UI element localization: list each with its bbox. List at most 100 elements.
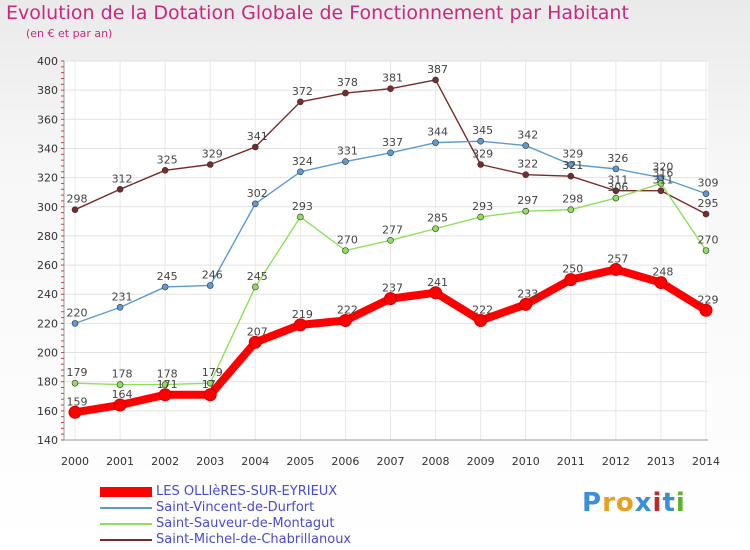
data-label: 309 xyxy=(698,177,719,190)
data-label: 344 xyxy=(427,126,448,139)
data-label: 257 xyxy=(607,252,628,265)
data-point xyxy=(342,247,349,254)
data-label: 231 xyxy=(112,290,133,303)
data-point xyxy=(251,283,259,291)
data-point xyxy=(567,172,575,180)
data-point xyxy=(338,313,352,327)
data-label: 324 xyxy=(292,155,313,168)
data-label: 233 xyxy=(517,287,538,300)
legend-swatch xyxy=(100,539,152,541)
data-label: 295 xyxy=(698,197,719,210)
data-point xyxy=(161,167,169,174)
data-point xyxy=(387,236,394,244)
x-tick-label: 2001 xyxy=(106,455,134,468)
data-point xyxy=(71,379,79,387)
data-point xyxy=(609,262,623,276)
data-label: 381 xyxy=(382,72,403,85)
x-tick-label: 2013 xyxy=(647,455,675,468)
data-label: 329 xyxy=(202,147,223,160)
data-point xyxy=(206,379,214,387)
data-label: 246 xyxy=(202,268,223,281)
data-label: 331 xyxy=(337,145,358,158)
y-tick-label: 400 xyxy=(37,55,58,68)
data-point xyxy=(297,168,304,176)
data-point xyxy=(477,161,484,168)
data-point xyxy=(161,381,169,388)
data-point xyxy=(297,213,304,221)
data-label: 171 xyxy=(202,378,223,391)
data-point xyxy=(116,304,124,311)
y-tick-label: 220 xyxy=(37,317,58,330)
data-point xyxy=(116,381,124,388)
data-point xyxy=(612,165,620,173)
y-tick-label: 140 xyxy=(37,434,58,447)
data-point xyxy=(567,161,575,168)
data-label: 322 xyxy=(517,158,538,171)
data-point xyxy=(116,185,124,193)
y-tick-label: 320 xyxy=(37,172,58,185)
x-tick-label: 2012 xyxy=(602,455,630,468)
data-point xyxy=(522,171,530,178)
data-label: 222 xyxy=(472,303,493,316)
data-point xyxy=(657,180,665,187)
legend-item: Saint-Vincent-de-Durfort xyxy=(100,500,500,516)
chart-subtitle: (en € et par an) xyxy=(26,27,113,40)
legend-label: LES OLLIèRES-SUR-EYRIEUX xyxy=(156,484,338,499)
data-point xyxy=(387,149,394,157)
data-label: 220 xyxy=(67,306,88,319)
proxiti-logo: Proxiti xyxy=(582,488,686,518)
data-point xyxy=(567,206,575,213)
data-label: 311 xyxy=(652,174,673,187)
data-label: 293 xyxy=(292,200,313,213)
data-point xyxy=(342,158,349,165)
data-label: 306 xyxy=(607,181,628,194)
data-point xyxy=(297,98,304,106)
legend-item: Saint-Sauveur-de-Montagut xyxy=(100,516,500,532)
data-point xyxy=(702,247,710,254)
y-tick-label: 260 xyxy=(37,259,58,272)
data-point xyxy=(522,142,530,149)
data-label: 316 xyxy=(652,166,673,179)
data-label: 337 xyxy=(382,136,403,149)
y-tick-label: 160 xyxy=(37,405,58,418)
data-label: 320 xyxy=(652,161,673,174)
legend-label: Saint-Vincent-de-Durfort xyxy=(156,500,315,515)
data-point xyxy=(161,283,169,291)
data-point xyxy=(702,190,710,197)
y-tick-label: 240 xyxy=(37,288,58,301)
x-tick-label: 2005 xyxy=(286,455,314,468)
data-point xyxy=(474,313,488,327)
data-label: 329 xyxy=(472,147,493,160)
data-label: 248 xyxy=(652,266,673,279)
data-point xyxy=(612,187,620,195)
data-label: 321 xyxy=(562,159,583,172)
legend-label: Saint-Michel-de-Chabrillanoux xyxy=(156,532,352,547)
legend-swatch xyxy=(100,523,152,525)
data-label: 341 xyxy=(247,130,268,143)
data-label: 345 xyxy=(472,124,493,137)
legend-item: LES OLLIèRES-SUR-EYRIEUX xyxy=(100,484,500,500)
data-point xyxy=(519,297,533,311)
data-point xyxy=(113,398,127,412)
data-point xyxy=(429,286,443,300)
data-point xyxy=(702,210,710,218)
data-point xyxy=(657,187,665,195)
data-label: 250 xyxy=(562,263,583,276)
x-tick-label: 2010 xyxy=(512,455,540,468)
data-label: 270 xyxy=(337,234,358,247)
data-point xyxy=(564,273,578,287)
data-label: 312 xyxy=(112,172,133,185)
x-tick-label: 2011 xyxy=(557,455,585,468)
data-label: 171 xyxy=(157,378,178,391)
data-point xyxy=(206,282,214,289)
x-tick-label: 2002 xyxy=(151,455,179,468)
x-tick-label: 2007 xyxy=(377,455,405,468)
data-point xyxy=(699,303,713,317)
y-tick-label: 180 xyxy=(37,376,58,389)
data-label: 302 xyxy=(247,187,268,200)
data-label: 378 xyxy=(337,76,358,89)
data-label: 219 xyxy=(292,308,313,321)
data-label: 372 xyxy=(292,85,313,98)
data-label: 245 xyxy=(247,270,268,283)
data-label: 277 xyxy=(382,223,403,236)
